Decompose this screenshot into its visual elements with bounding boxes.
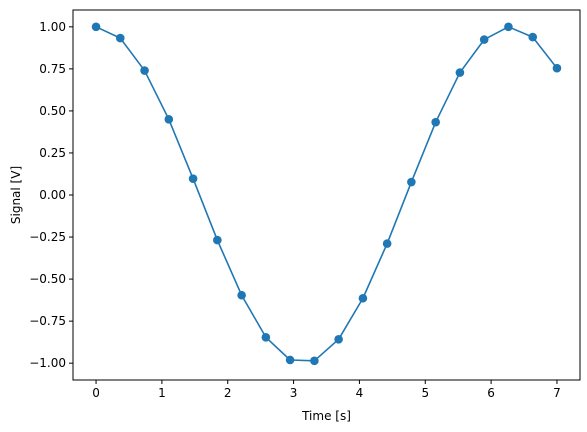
x-tick-label: 2 [224,386,232,400]
x-tick-label: 6 [487,386,495,400]
data-point [504,22,513,32]
data-point [140,66,149,75]
series-line [95,26,558,362]
data-point [334,335,343,344]
data-point [407,177,416,187]
x-tick-label: 0 [92,386,100,400]
x-axis-label: Time [s] [301,409,351,423]
y-axis-label: Signal [V] [9,166,23,224]
data-point [479,35,489,44]
data-point [115,33,125,43]
y-tick-label: −0.75 [29,314,66,328]
ticks-layer: 0 1 2 3 4 5 6 7 1.00 0.75 0.50 0.25 0.00 −0.25 −0.50 −0… [29,20,561,400]
data-point [237,290,246,300]
data-point [431,117,440,127]
y-tick-label: −1.00 [29,356,66,370]
x-tick-label: 7 [553,386,561,400]
data-point [91,22,101,32]
data-point [261,332,271,342]
x-tick-label: 4 [356,386,364,400]
y-tick-label: −0.50 [29,272,66,286]
data-point [552,63,562,73]
y-tick-label: 0.50 [39,104,66,118]
data-point [213,235,222,245]
x-tick-label: 1 [158,386,166,400]
y-tick-label: 0.25 [39,146,66,160]
y-tick-label: −0.25 [29,230,66,244]
y-tick-label: 1.00 [39,20,66,34]
data-point [188,174,198,183]
x-tick-label: 3 [290,386,298,400]
data-point [310,356,319,366]
series-layer [91,22,562,366]
plot-frame [72,9,581,381]
y-tick-label: 0.75 [39,62,66,76]
data-point [285,355,295,365]
data-point [528,32,538,42]
data-point [382,239,392,248]
data-point [358,293,368,303]
data-point [164,115,174,124]
data-point [455,68,465,77]
x-tick-label: 5 [421,386,429,400]
y-tick-label: 0.00 [39,188,66,202]
